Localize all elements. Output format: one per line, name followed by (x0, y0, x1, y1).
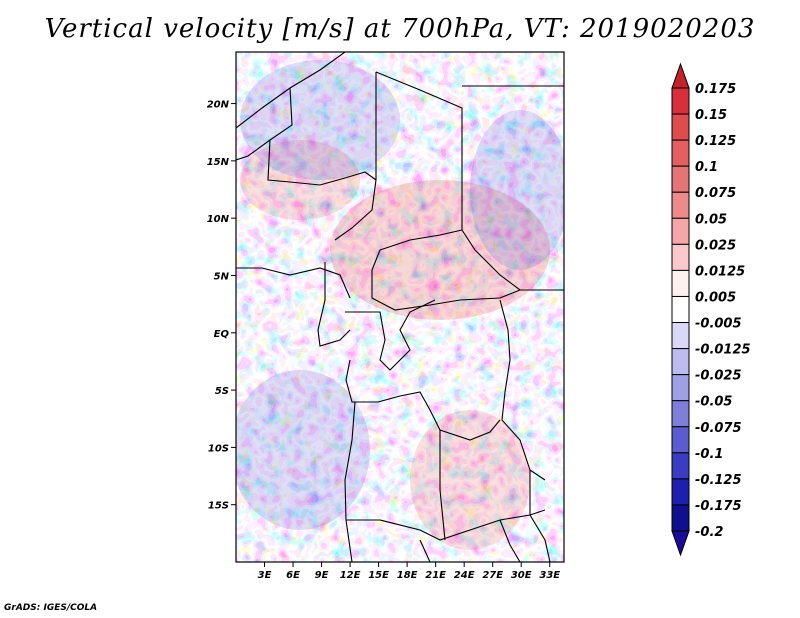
colorbar-label: -0.2 (695, 525, 723, 540)
colorbar-swatch (671, 139, 690, 167)
colorbar-label: 0.075 (695, 186, 736, 201)
colorbar-swatch (671, 400, 690, 428)
x-tick-label: 30E (511, 570, 532, 581)
colorbar-label: -0.075 (695, 421, 742, 436)
y-tick-label: 10S (208, 443, 229, 454)
y-axis: 20N 15N 10N 5N EQ 5S 10S 15S (207, 100, 236, 512)
colorbar-swatch (671, 322, 690, 350)
colorbar-label: 0.0125 (695, 264, 745, 279)
chart-title: Vertical velocity [m/s] at 700hPa, VT: 2… (44, 14, 756, 44)
colorbar-swatch (671, 295, 690, 324)
colorbar-label: 0.025 (695, 238, 736, 253)
colorbar-swatch (671, 87, 690, 115)
colorbar-swatch (671, 426, 690, 454)
colorbar-label: -0.05 (695, 395, 732, 410)
colorbar-swatch (671, 452, 690, 480)
x-tick-label: 24E (454, 570, 475, 581)
x-tick-label: 3E (258, 570, 272, 581)
x-tick-label: 27E (482, 570, 503, 581)
y-tick-label: 15N (207, 157, 230, 168)
grads-credit: GrADS: IGES/COLA (4, 603, 98, 613)
colorbar-label: -0.1 (695, 447, 723, 462)
colorbar-swatch (671, 374, 690, 402)
colorbar-swatch (671, 217, 690, 245)
colorbar-swatch (671, 165, 690, 193)
colorbar: 0.175 0.15 0.125 0.1 0.075 0.05 0.025 0.0125 0.0… (671, 62, 751, 557)
x-tick-label: 6E (286, 570, 300, 581)
colorbar-swatch (671, 113, 690, 141)
x-tick-label: 12E (340, 570, 361, 581)
colorbar-label: 0.05 (695, 212, 727, 227)
colorbar-label: 0.125 (695, 134, 736, 149)
colorbar-swatch (671, 478, 690, 506)
colorbar-swatch (671, 191, 690, 219)
x-tick-label: 21E (425, 570, 446, 581)
colorbar-label: 0.005 (695, 290, 736, 305)
colorbar-top-arrow (671, 62, 690, 89)
x-tick-label: 33E (539, 570, 560, 581)
y-tick-label: 20N (207, 100, 230, 111)
colorbar-label: 0.175 (695, 82, 736, 97)
colorbar-swatch (671, 504, 690, 532)
colorbar-swatch (671, 348, 690, 376)
y-tick-label: 5N (214, 271, 230, 282)
y-tick-label: 15S (208, 501, 229, 512)
colorbar-bottom-arrow (671, 530, 690, 557)
y-tick-label: EQ (214, 329, 230, 340)
y-tick-label: 10N (207, 214, 230, 225)
colorbar-label: -0.005 (695, 317, 742, 332)
colorbar-label: -0.125 (695, 473, 742, 488)
colorbar-swatch (671, 269, 690, 297)
velocity-field (236, 52, 564, 562)
x-axis: 3E 6E 9E 12E 15E 18E 21E 24E 27E 30E 33E (258, 562, 560, 581)
colorbar-label: -0.025 (695, 369, 742, 384)
plot-frame (235, 51, 565, 563)
x-tick-label: 15E (368, 570, 389, 581)
x-tick-label: 9E (315, 570, 329, 581)
y-tick-label: 5S (215, 386, 229, 397)
colorbar-label: -0.0125 (695, 343, 751, 358)
colorbar-label: 0.15 (695, 108, 727, 123)
country-boundaries (236, 52, 564, 562)
x-tick-label: 18E (397, 570, 418, 581)
colorbar-label: -0.175 (695, 499, 742, 514)
colorbar-swatch (671, 243, 690, 271)
colorbar-label: 0.1 (695, 160, 718, 175)
